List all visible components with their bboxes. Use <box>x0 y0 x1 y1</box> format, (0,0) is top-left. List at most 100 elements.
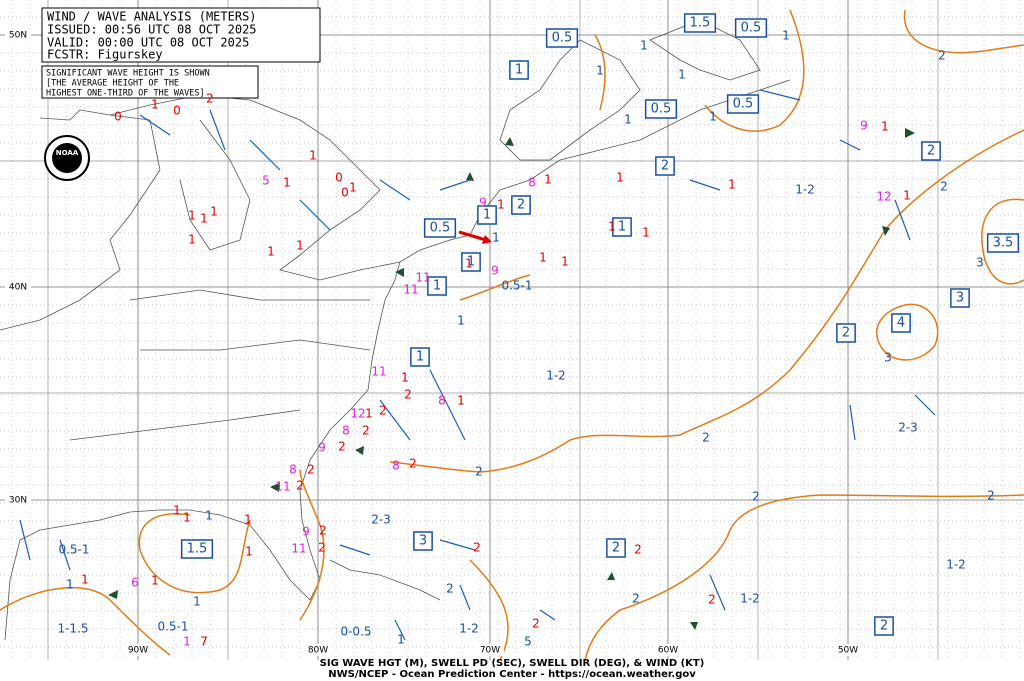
contour-label: 2 <box>475 465 483 479</box>
wave-contours <box>0 9 1024 661</box>
boxed-wave-label: 0.5 <box>552 31 573 46</box>
boxed-wave-label: 1 <box>618 220 626 235</box>
boxed-label-frame <box>921 141 941 161</box>
wind-period-label: 9 <box>860 119 868 133</box>
boxed-label-frame <box>874 616 894 636</box>
wind-period-label: 2 <box>473 541 481 555</box>
lon-label-bg <box>304 644 332 656</box>
boxed-wave-label: 1 <box>416 350 424 365</box>
contour-label: 1 <box>596 64 604 78</box>
wind-period-label: 1 <box>81 573 89 587</box>
wind-period-label: 1 <box>151 98 159 112</box>
note-box <box>41 65 259 99</box>
lat-label-bg <box>5 494 31 506</box>
wind-period-label: 5 <box>524 635 532 649</box>
swell-arrows <box>108 128 915 630</box>
wind-period-label: 11 <box>415 271 430 285</box>
wind-period-label: 2 <box>296 479 304 493</box>
boxed-label-frame <box>180 539 214 559</box>
boxed-wave-label: 4 <box>897 316 905 331</box>
wind-period-label: 8 <box>289 463 297 477</box>
wind-period-label: 2 <box>307 463 315 477</box>
header-box <box>41 7 321 63</box>
boxed-wave-label: 1 <box>433 279 441 294</box>
contour-label: 1 <box>782 29 790 43</box>
noaa-logo-text: NOAA <box>56 149 79 157</box>
noaa-logo-inner <box>52 143 82 173</box>
wind-period-label: 8 <box>392 459 400 473</box>
wind-period-label: 1 <box>903 189 911 203</box>
wind-period-label: 1 <box>881 120 889 134</box>
wind-barbs <box>19 89 936 641</box>
header-valid: VALID: 00:00 UTC 08 OCT 2025 <box>47 36 249 50</box>
contour-label: 0.5-1 <box>157 620 188 634</box>
wind-period-label: 7 <box>200 635 208 649</box>
boxed-wave-label: 3 <box>956 291 964 306</box>
contour-label: 2 <box>940 180 948 194</box>
wind-period-label: 2 <box>338 440 346 454</box>
wind-period-label: 1 <box>296 239 304 253</box>
footer-line: NWS/NCEP - Ocean Prediction Center - htt… <box>328 669 696 680</box>
boxed-wave-label: 2 <box>842 326 850 341</box>
wind-period-label: 1 <box>616 171 624 185</box>
wind-period-label: 1 <box>283 176 291 190</box>
contour-label: 1-2 <box>795 183 815 197</box>
boxed-label-frame <box>545 28 579 48</box>
wind-period-label: 1 <box>349 181 357 195</box>
header-title: WIND / WAVE ANALYSIS (METERS) <box>47 10 257 24</box>
boxed-wave-label: 2 <box>517 198 525 213</box>
boxed-label-frame <box>644 99 678 119</box>
boxed-wave-label: 0.5 <box>651 102 672 117</box>
boxed-wave-label: 3.5 <box>993 236 1014 251</box>
wind-period-label: 1 <box>188 209 196 223</box>
wind-period-label: 1 <box>210 205 218 219</box>
contour-label: 0-0.5 <box>340 625 371 639</box>
boxed-label-frame <box>734 18 768 38</box>
contour-label: 2-3 <box>371 513 391 527</box>
wind-period-label: 1 <box>245 545 253 559</box>
wind-period-label: 2 <box>708 593 716 607</box>
wind-period-label: 2 <box>362 424 370 438</box>
contour-label: 1 <box>624 113 632 127</box>
boxed-label-frame <box>726 94 760 114</box>
boxed-label-frame <box>410 347 430 367</box>
boxed-wave-label: 2 <box>880 619 888 634</box>
contour-label: 2 <box>446 582 454 596</box>
wind-period-label: 2 <box>532 617 540 631</box>
boxed-wave-label: 1.5 <box>187 542 208 557</box>
contour-label: 1-1.5 <box>57 622 88 636</box>
wind-period-label: 8 <box>528 176 536 190</box>
wind-period-label: 1 <box>365 407 373 421</box>
wind-period-label: 2 <box>379 404 387 418</box>
boxed-wave-label: 1 <box>483 208 491 223</box>
contour-label: 1 <box>66 578 74 592</box>
contour-label: 2 <box>702 431 710 445</box>
lon-label-bg <box>124 644 152 656</box>
boxed-wave-label: 1 <box>515 63 523 78</box>
contour-label: 1 <box>678 68 686 82</box>
wind-period-label: 2 <box>404 388 412 402</box>
wind-period-label: 2 <box>409 457 417 471</box>
wind-period-label: 2 <box>318 541 326 555</box>
wind-period-label: 12 <box>350 407 365 421</box>
contour-label: 2 <box>752 490 760 504</box>
wind-period-label: 1 <box>267 245 275 259</box>
boxed-wave-label: 2 <box>927 144 935 159</box>
contour-label: 1 <box>193 595 201 609</box>
lat-label-bg <box>5 29 31 41</box>
contour-label: 1 <box>492 231 500 245</box>
wind-period-label: 1 <box>728 178 736 192</box>
contour-label: 1 <box>397 633 405 647</box>
boxed-label-frame <box>427 276 447 296</box>
wind-period-label: 9 <box>491 264 499 278</box>
wind-period-label: 8 <box>438 394 446 408</box>
wind-period-label: 1 <box>497 198 505 212</box>
wind-period-label: 11 <box>291 542 306 556</box>
boxed-label-frame <box>950 288 970 308</box>
boxed-label-frame <box>509 60 529 80</box>
contour-label: 1 <box>709 110 717 124</box>
lat-label: 40N <box>9 283 27 293</box>
boxed-wave-label: 2 <box>612 541 620 556</box>
contour-label: 1-2 <box>946 558 966 572</box>
boxed-label-frame <box>836 323 856 343</box>
